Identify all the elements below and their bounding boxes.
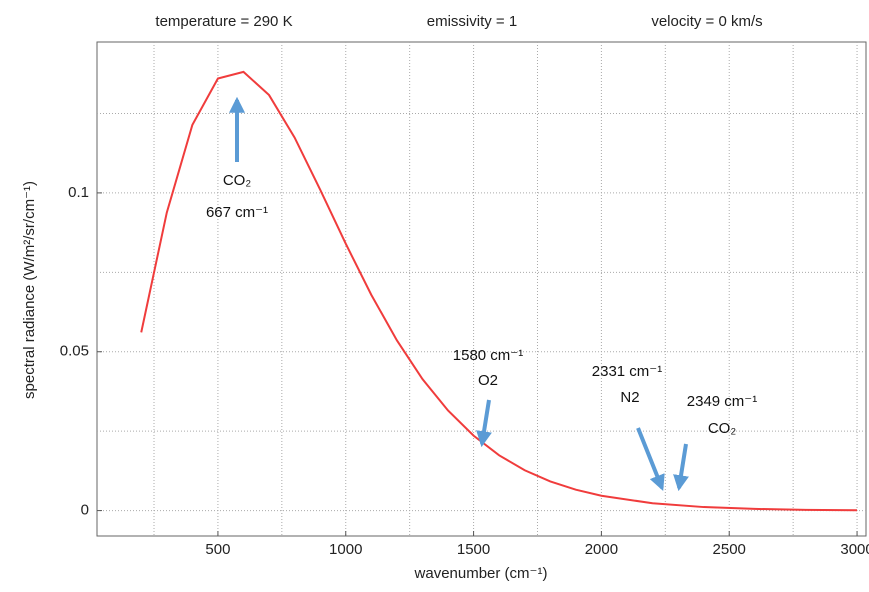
annotation: O2 [478, 372, 498, 389]
y-tick-label: 0 [81, 502, 89, 519]
annotation: 1580 cm⁻¹ [453, 347, 523, 364]
x-tick-label: 1500 [457, 541, 490, 558]
x-tick-label: 500 [205, 541, 230, 558]
annotation: 2331 cm⁻¹ [592, 363, 662, 380]
arrows [229, 96, 689, 492]
annotation: 667 cm⁻¹ [206, 204, 268, 221]
header-text: temperature = 290 K [155, 13, 292, 30]
x-tick-label: 1000 [329, 541, 362, 558]
y-tick-label: 0.1 [68, 184, 89, 201]
arrow [636, 427, 665, 491]
y-tick-label: 0.05 [60, 343, 89, 360]
y-axis-label: spectral radiance (W/m²/sr/cm⁻¹) [21, 181, 38, 399]
header-text: velocity = 0 km/s [651, 13, 762, 30]
arrow [673, 443, 689, 492]
annotation: N2 [620, 389, 639, 406]
x-tick-label: 2500 [713, 541, 746, 558]
curve [140, 70, 858, 512]
x-tick-label: 2000 [585, 541, 618, 558]
annotation: CO₂ [223, 172, 252, 189]
header-text: emissivity = 1 [427, 13, 517, 30]
x-axis-label: wavenumber (cm⁻¹) [414, 565, 548, 582]
annotation: CO₂ [708, 420, 737, 437]
arrow [476, 399, 492, 448]
plot-frame [96, 41, 867, 537]
annotation: 2349 cm⁻¹ [687, 393, 757, 410]
